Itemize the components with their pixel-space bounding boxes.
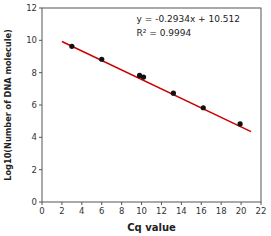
x-tick-label: 12 [156, 206, 167, 216]
x-tick-label: 4 [79, 206, 84, 216]
annotation: R² = 0.9994 [137, 28, 192, 38]
y-tick [39, 8, 42, 9]
trend-line [62, 42, 251, 132]
x-tick-label: 16 [196, 206, 207, 216]
data [62, 42, 251, 132]
x-tick-label: 10 [136, 206, 147, 216]
x-tick [201, 202, 202, 205]
x-tick-label: 6 [99, 206, 104, 216]
x-tick [121, 202, 122, 205]
data-point [171, 91, 176, 96]
axes: 0 2 4 6 8 10 12 14 16 18 20 22 0 2 4 6 8 10 12 [26, 3, 266, 216]
y-axis-label: Log10(Number of DNA molecule) [3, 29, 13, 181]
y-tick [39, 105, 42, 106]
y-tick-label: 0 [32, 197, 37, 207]
x-tick-label: 22 [256, 206, 267, 216]
x-tick-label: 0 [39, 206, 44, 216]
data-point [237, 121, 242, 126]
y-tick [39, 72, 42, 73]
y-tick-label: 2 [32, 165, 37, 175]
data-point [201, 105, 206, 110]
x-tick [101, 202, 102, 205]
y-tick-label: 12 [26, 3, 37, 13]
chart: 0 2 4 6 8 10 12 14 16 18 20 22 0 2 4 6 8 10 12 Cq value Log1… [0, 0, 271, 236]
x-axis-label: Cq value [127, 222, 176, 233]
x-tick [241, 202, 242, 205]
x-tick [81, 202, 82, 205]
annotation: y = -0.2934x + 10.512 [137, 14, 240, 24]
y-tick-label: 8 [32, 68, 37, 78]
y-tick-label: 4 [32, 132, 37, 142]
y-tick [39, 40, 42, 41]
x-tick [181, 202, 182, 205]
x-tick-label: 14 [176, 206, 187, 216]
x-tick-label: 8 [119, 206, 124, 216]
x-tick-label: 2 [59, 206, 64, 216]
x-tick-label: 18 [216, 206, 227, 216]
plot-frame [42, 8, 261, 202]
y-tick-label: 6 [32, 100, 37, 110]
y-tick-label: 10 [26, 35, 37, 45]
x-tick [221, 202, 222, 205]
data-point [69, 44, 74, 49]
y-tick [39, 169, 42, 170]
x-tick [261, 202, 262, 205]
x-tick [141, 202, 142, 205]
x-tick-label: 20 [236, 206, 247, 216]
y-tick [39, 202, 42, 203]
x-tick [161, 202, 162, 205]
data-point [99, 57, 104, 62]
data-point [141, 74, 146, 79]
y-tick [39, 137, 42, 138]
x-tick [61, 202, 62, 205]
